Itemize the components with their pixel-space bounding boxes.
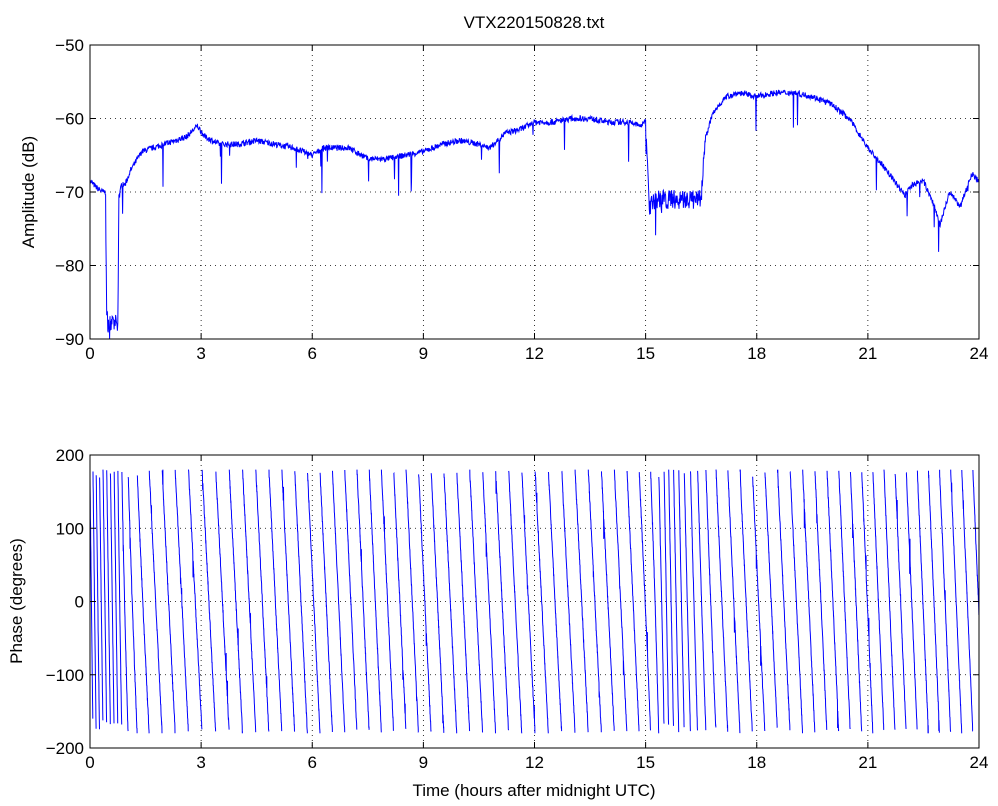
phase-line: [89, 469, 980, 734]
phase-series: [89, 469, 980, 734]
phase-x-tick-label: 12: [525, 753, 544, 772]
phase-x-tick-label: 0: [85, 753, 94, 772]
phase-y-tick-labels: 200 100 0 −100 −200: [46, 446, 84, 758]
amplitude-y-tick-label: −50: [55, 36, 84, 55]
amplitude-x-tick-label: 6: [308, 344, 317, 363]
phase-panel: 0 3 6 9 12 15 18 21 24 200 100 0 −100 −200 Phase (de…: [7, 446, 988, 800]
phase-x-tick-label: 9: [419, 753, 428, 772]
amplitude-x-tick-label: 24: [970, 344, 989, 363]
amplitude-x-tick-label: 21: [858, 344, 877, 363]
phase-x-tick-label: 15: [636, 753, 655, 772]
phase-x-axis-label: Time (hours after midnight UTC): [412, 781, 655, 800]
amplitude-grid: [90, 45, 979, 339]
amplitude-y-tick-label: −60: [55, 110, 84, 129]
phase-y-tick-label: −100: [46, 666, 84, 685]
phase-x-tick-label: 24: [970, 753, 989, 772]
phase-y-tick-label: 200: [56, 446, 84, 465]
phase-ticks: [89, 454, 980, 749]
amplitude-x-tick-label: 9: [419, 344, 428, 363]
phase-x-tick-label: 6: [308, 753, 317, 772]
phase-y-tick-label: 0: [75, 593, 84, 612]
amplitude-x-tick-label: 15: [636, 344, 655, 363]
phase-y-axis-label: Phase (degrees): [7, 538, 26, 664]
amplitude-y-tick-label: −80: [55, 257, 84, 276]
amplitude-line: [89, 89, 980, 340]
amplitude-y-tick-labels: −50 −60 −70 −80 −90: [55, 36, 84, 349]
amplitude-panel: VTX220150828.txt 0 3 6 9 12 15 18 21 24 −50 −60 −7…: [19, 13, 988, 363]
amplitude-y-axis-label: Amplitude (dB): [19, 136, 38, 248]
amplitude-ticks: [89, 44, 980, 340]
phase-x-tick-label: 18: [747, 753, 766, 772]
amplitude-series: [89, 89, 980, 340]
amplitude-y-tick-label: −70: [55, 183, 84, 202]
phase-x-tick-labels: 0 3 6 9 12 15 18 21 24: [85, 753, 988, 772]
phase-grid: [90, 455, 979, 748]
amplitude-x-tick-label: 0: [85, 344, 94, 363]
chart-title: VTX220150828.txt: [464, 13, 605, 32]
amplitude-x-tick-labels: 0 3 6 9 12 15 18 21 24: [85, 344, 988, 363]
amplitude-y-tick-label: −90: [55, 330, 84, 349]
phase-x-tick-label: 3: [196, 753, 205, 772]
phase-y-tick-label: −200: [46, 739, 84, 758]
amplitude-x-tick-label: 3: [196, 344, 205, 363]
phase-x-tick-label: 21: [858, 753, 877, 772]
amplitude-x-tick-label: 12: [525, 344, 544, 363]
amplitude-x-tick-label: 18: [747, 344, 766, 363]
phase-y-tick-label: 100: [56, 519, 84, 538]
